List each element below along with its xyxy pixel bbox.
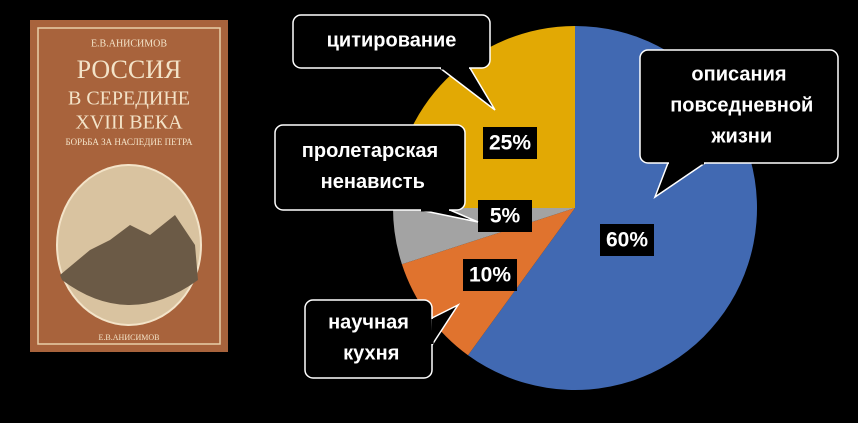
subtitle: БОРЬБА ЗА НАСЛЕДИЕ ПЕТРА (65, 137, 193, 147)
legend-label: пролетарская ненависть (302, 140, 438, 193)
callout-box (274, 124, 466, 211)
cover-frame (37, 27, 221, 345)
callout-box (639, 49, 839, 164)
illustration-building (60, 215, 198, 305)
book-cover: Е.В.АНИСИМОВ РОССИЯ В СЕРЕДИНЕ XVIII ВЕК… (30, 20, 228, 352)
legend-label: научная кухня (328, 312, 409, 365)
value-label-bg (463, 259, 517, 291)
value-label: 10% (469, 264, 511, 287)
callout-box (292, 14, 491, 69)
title-line: В СЕРЕДИНЕ (68, 88, 190, 110)
author: Е.В.АНИСИМОВ (91, 38, 167, 49)
title-line: XVIII ВЕКА (75, 112, 183, 134)
imprint: Е.В.АНИСИМОВ (99, 333, 160, 342)
value-label-bg (478, 200, 532, 232)
value-label: 5% (490, 205, 521, 228)
legend-label: цитирование (327, 30, 457, 52)
title-line: РОССИЯ (77, 55, 182, 84)
value-label-bg (600, 224, 654, 256)
value-label-bg (483, 127, 537, 159)
legend-label: описания повседневной жизни (665, 64, 814, 148)
callout-joint (430, 318, 435, 345)
value-label: 25% (489, 132, 531, 155)
value-label: 60% (606, 229, 648, 252)
